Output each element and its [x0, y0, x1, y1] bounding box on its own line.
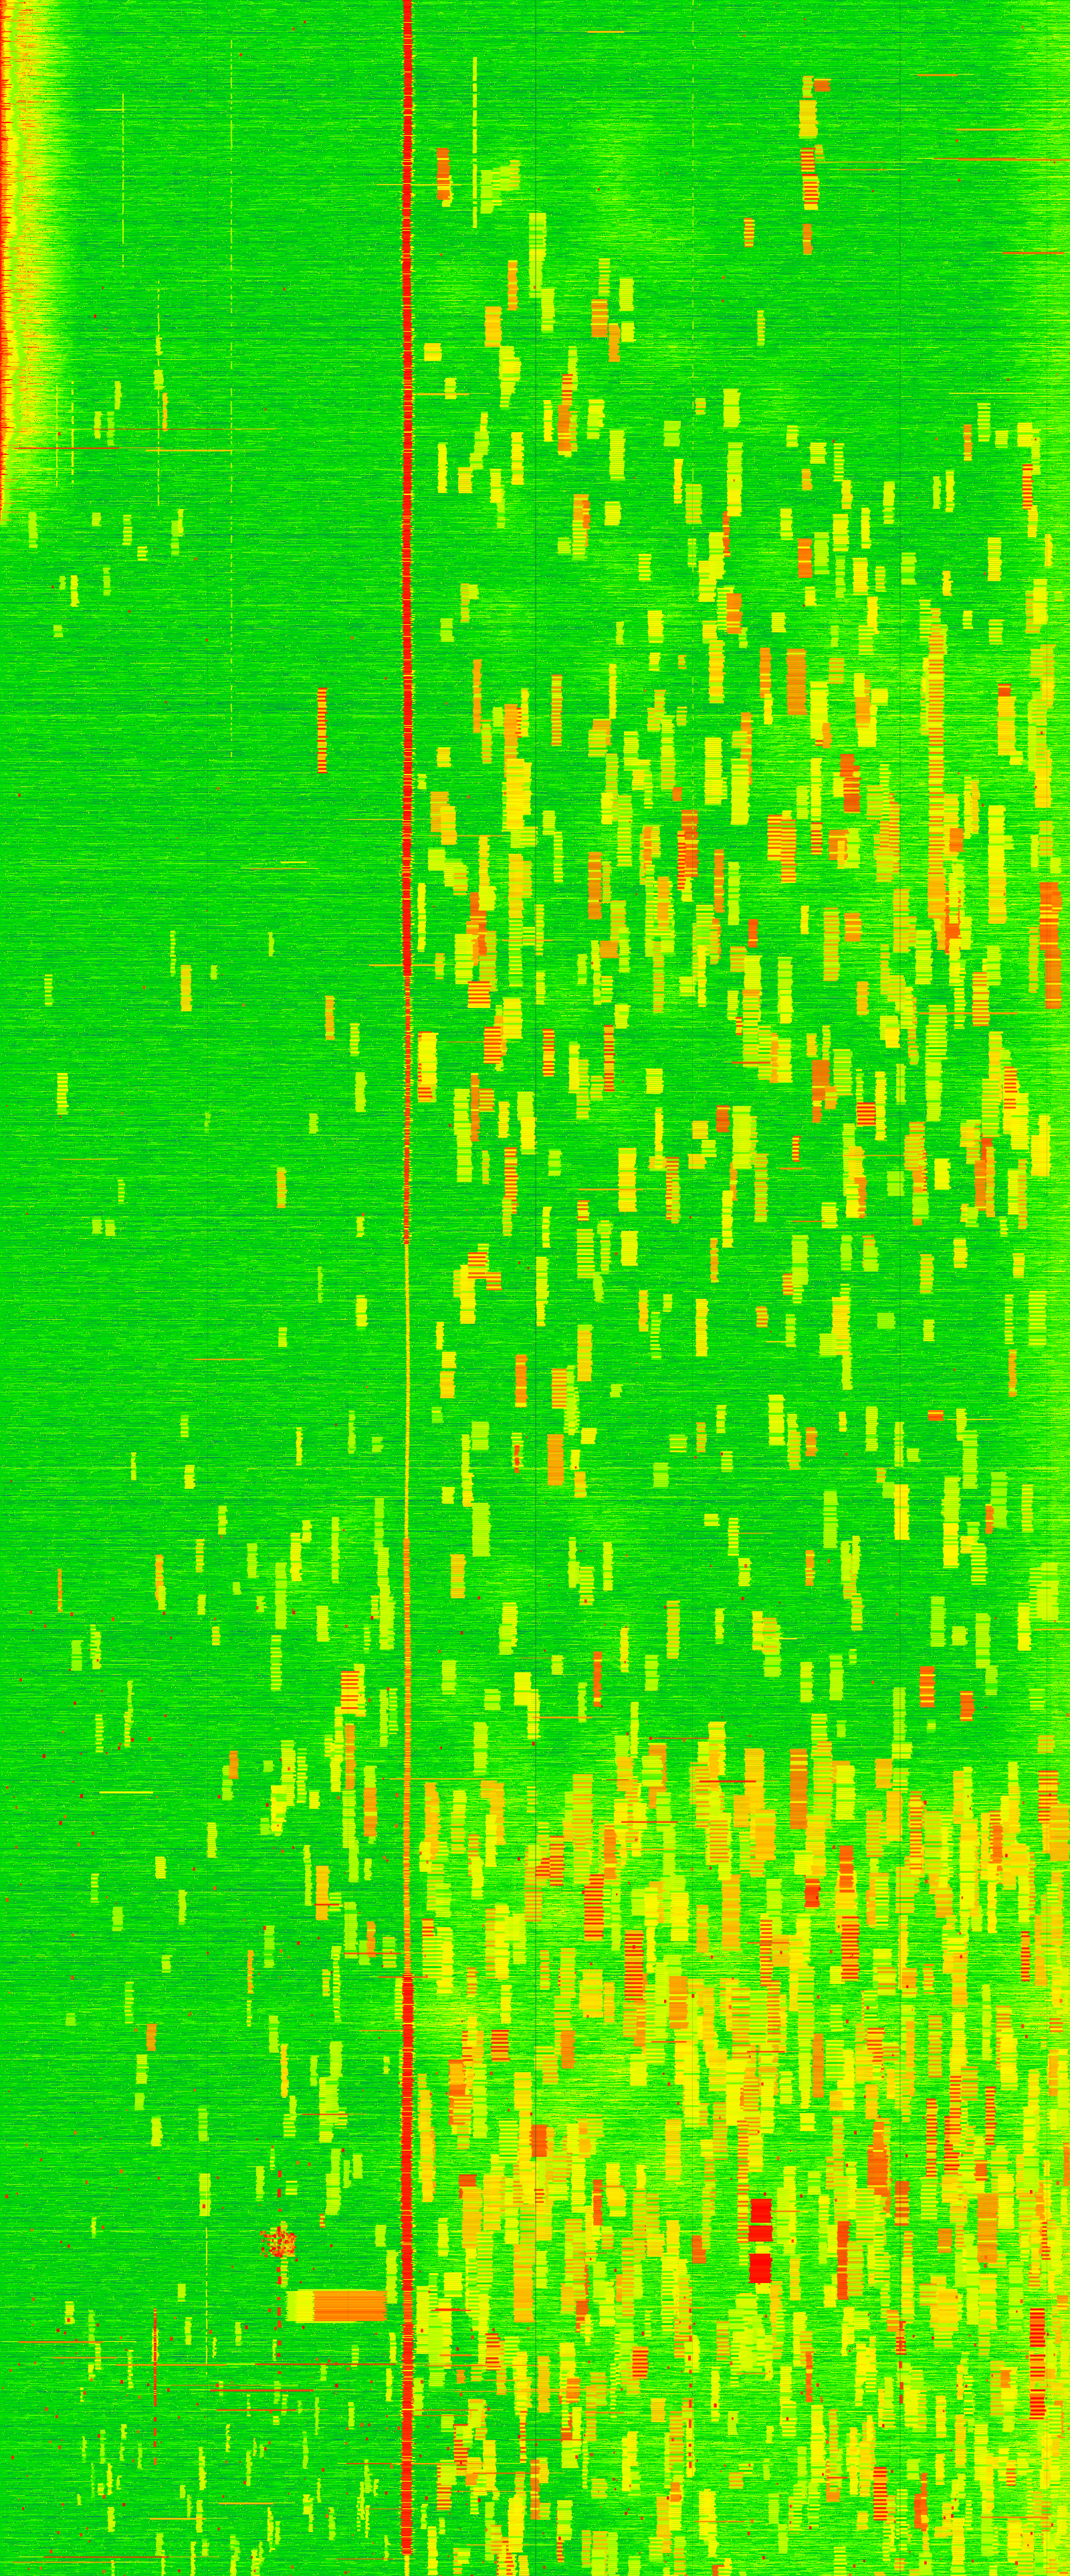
- spectrogram-canvas: [0, 0, 1070, 2576]
- spectrogram-heatmap: [0, 0, 1070, 2576]
